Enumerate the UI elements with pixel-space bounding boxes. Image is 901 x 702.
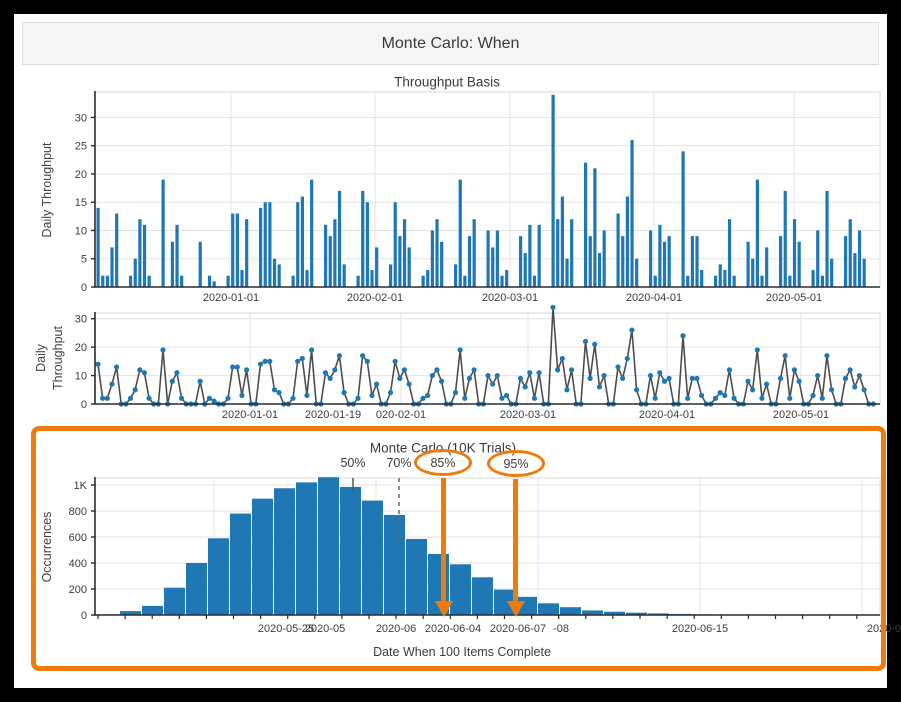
svg-text:30: 30 [75,314,87,326]
percentile-label-50: 50% [340,456,366,470]
percentile-arrow-85-line [441,478,446,602]
percentile-arrow-95-head-icon [507,601,525,617]
svg-text:10: 10 [75,371,87,383]
svg-text:2020-01-19: 2020-01-19 [305,409,361,421]
svg-text:2020-0: 2020-0 [867,623,901,635]
svg-text:0: 0 [81,610,87,622]
percentile-label-95: 95% [503,456,529,471]
svg-text:20: 20 [75,169,87,181]
percentile-label-85: 85% [430,455,456,470]
svg-text:200: 200 [69,584,87,596]
svg-text:2020-05-01: 2020-05-01 [773,409,829,421]
svg-text:2020-06-07: 2020-06-07 [490,623,546,635]
svg-text:2020-01-01: 2020-01-01 [222,409,278,421]
page-title: Monte Carlo: When [381,34,520,52]
percentile-label-70: 70% [386,456,412,470]
title-bar: Monte Carlo: When [22,22,879,65]
percentile-ellipse-85: 85% [414,449,472,476]
monte-carlo-title: Monte Carlo (10K Trials) [369,440,517,456]
middle-chart-group[interactable]: 0 10 20 30 2020-01-01 2020-01-19 020-02-01 2020… [75,304,881,421]
svg-text:20: 20 [75,342,87,354]
svg-text:800: 800 [69,506,87,518]
svg-text:2020-06: 2020-06 [376,623,416,635]
percentile-arrow-85-head-icon [435,601,453,617]
top-chart-ylabel: Daily Throughput [40,142,54,238]
top-chart-group[interactable]: 0 5 10 15 20 25 30 2020-01-01 2020-02-01 2020-03-… [75,91,881,304]
svg-text:2020-06-04: 2020-06-04 [425,623,481,635]
svg-text:0: 0 [81,399,87,411]
svg-text:2020-03-01: 2020-03-01 [482,292,538,304]
svg-text:1K: 1K [74,480,88,492]
svg-text:15: 15 [75,197,87,209]
percentile-arrow-95-line [513,479,518,602]
svg-text:10: 10 [75,225,87,237]
svg-text:-08: -08 [553,623,569,635]
bottom-chart-xlabel: Date When 100 Items Complete [373,645,551,659]
svg-text:2020-05-25: 2020-05-25 [258,623,314,635]
svg-text:600: 600 [69,532,87,544]
middle-chart-ylabel-line2: Throughput [51,326,65,390]
svg-text:25: 25 [75,141,87,153]
middle-chart-ylabel-line1: Daily [34,344,48,372]
svg-text:2020-03-01: 2020-03-01 [500,409,556,421]
svg-text:2020-02-01: 2020-02-01 [347,292,403,304]
svg-text:400: 400 [69,558,87,570]
svg-text:2020-05: 2020-05 [305,623,345,635]
svg-text:2020-04-01: 2020-04-01 [626,292,682,304]
svg-text:2020-05-01: 2020-05-01 [766,292,822,304]
svg-text:2020-01-01: 2020-01-01 [203,292,259,304]
percentile-ellipse-95: 95% [487,450,545,477]
bottom-chart-ylabel: Occurrences [40,511,54,583]
svg-text:0: 0 [81,282,87,294]
svg-text:2020-04-01: 2020-04-01 [639,409,695,421]
svg-text:2020-06-15: 2020-06-15 [672,623,728,635]
svg-text:30: 30 [75,112,87,124]
svg-text:5: 5 [81,254,87,266]
svg-text:020-02-01: 020-02-01 [376,409,426,421]
throughput-basis-title: Throughput Basis [394,74,500,90]
